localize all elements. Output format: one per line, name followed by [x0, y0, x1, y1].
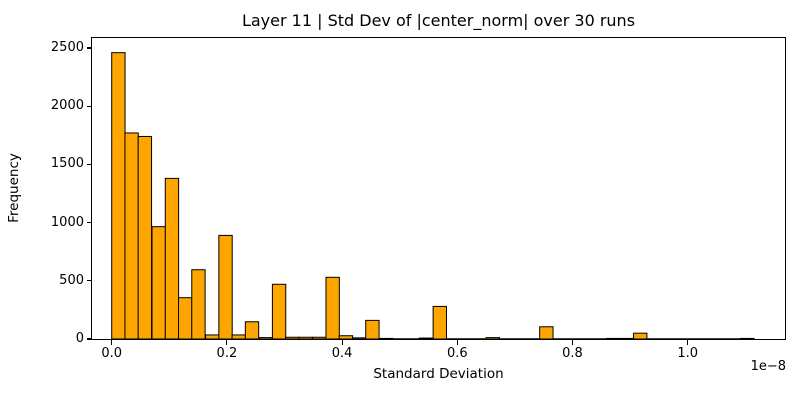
- x-axis-tick: [341, 340, 343, 345]
- x-tick-label: 0.4: [331, 346, 353, 361]
- histogram-bar: [325, 276, 340, 340]
- histogram-bar: [191, 269, 206, 340]
- histogram-bar: [205, 334, 220, 340]
- histogram-bar: [231, 334, 246, 340]
- histogram-bar: [365, 319, 380, 340]
- histogram-bar: [137, 135, 153, 340]
- y-tick-label: 1000: [50, 214, 84, 230]
- histogram-bar: [312, 336, 327, 340]
- x-axis-tick: [226, 340, 228, 345]
- histogram-bar: [285, 336, 300, 340]
- histogram-bar: [605, 337, 621, 340]
- histogram-bar: [379, 337, 394, 340]
- x-tick-label: 0.2: [216, 346, 238, 361]
- y-axis-tick: [86, 280, 91, 282]
- histogram-bar: [338, 335, 354, 340]
- x-tick-label: 0.6: [446, 346, 468, 361]
- y-axis-tick: [86, 105, 91, 107]
- histogram-bar: [485, 337, 500, 340]
- x-axis-tick: [571, 340, 574, 345]
- x-axis-label: Standard Deviation: [373, 366, 504, 382]
- y-tick-label: 0: [75, 331, 84, 346]
- axes-spines: [91, 37, 786, 340]
- histogram-bar: [740, 337, 755, 340]
- histogram-bar: [539, 326, 554, 340]
- plot-area: [91, 37, 786, 340]
- histogram-bar: [351, 337, 367, 340]
- x-axis-tick: [111, 340, 113, 345]
- x-tick-label: 0.8: [562, 346, 583, 361]
- x-tick-label: 0.0: [101, 346, 123, 361]
- x-axis-tick: [687, 340, 689, 345]
- y-axis-tick: [86, 338, 91, 340]
- y-tick-label: 2000: [50, 98, 84, 114]
- histogram-bar: [258, 337, 274, 340]
- histogram-bar: [271, 283, 287, 340]
- histogram-bar: [432, 305, 447, 340]
- histogram-bar: [244, 321, 260, 340]
- histogram-bar: [164, 177, 180, 340]
- y-tick-label: 1500: [50, 156, 84, 172]
- y-axis-tick: [86, 47, 91, 49]
- histogram-bar: [151, 226, 166, 340]
- y-tick-label: 2500: [50, 40, 84, 55]
- y-axis-tick: [86, 222, 91, 224]
- histogram-bar: [124, 132, 139, 340]
- y-tick-label: 500: [59, 272, 84, 288]
- histogram-bar: [298, 336, 313, 340]
- histogram-bars-svg: [91, 37, 786, 340]
- x-axis-tick: [456, 340, 458, 345]
- histogram-bar: [619, 337, 635, 340]
- histogram-bar: [633, 332, 648, 340]
- histogram-bar: [111, 52, 126, 340]
- y-axis-tick: [86, 163, 91, 165]
- histogram-bar: [418, 337, 434, 340]
- x-tick-label: 1.0: [677, 346, 699, 361]
- x-axis-offset-text: 1e−8: [750, 359, 786, 374]
- histogram-bar: [178, 297, 193, 340]
- histogram-bar: [218, 234, 233, 340]
- chart-title: Layer 11 | Std Dev of |center_norm| over…: [241, 11, 636, 30]
